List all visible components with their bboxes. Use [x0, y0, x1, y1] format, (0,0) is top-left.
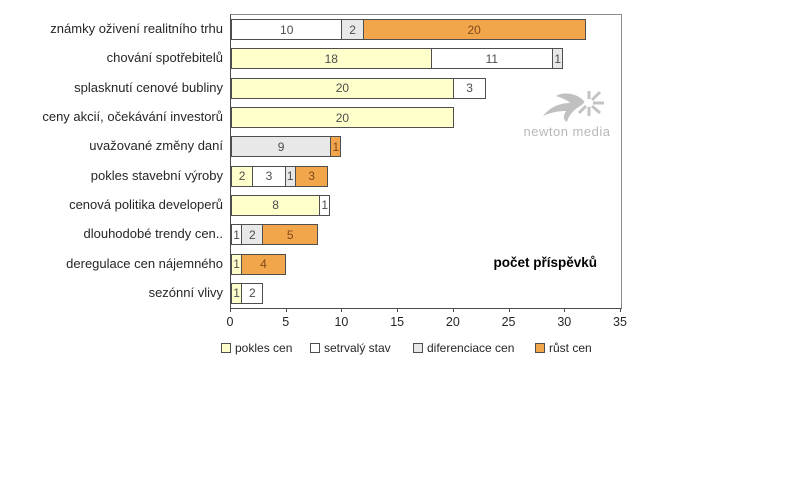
value-label: 1: [286, 169, 294, 184]
x-tick-label: 35: [613, 315, 627, 329]
x-tick-label: 10: [334, 315, 349, 329]
category-label: dlouhodobé trendy cen..: [83, 226, 224, 242]
bar-segment-setrvalý-stav: 1: [319, 194, 331, 216]
bar-segment-pokles-cen: 8: [231, 194, 321, 216]
bar-segment-pokles-cen: 20: [231, 107, 454, 129]
bar-segment-růst-cen: 5: [262, 224, 319, 246]
legend-swatch: [413, 343, 423, 353]
legend-label: setrvalý stav: [324, 341, 391, 355]
legend-item: růst cen: [535, 342, 592, 354]
legend-label: diferenciace cen: [427, 341, 515, 355]
bar-segment-diferenciace-cen: 9: [231, 136, 332, 158]
bar-segment-setrvalý-stav: 11: [430, 48, 554, 70]
x-tick: [341, 308, 343, 312]
category-label: sezónní vlivy: [148, 284, 223, 300]
bar-segment-růst-cen: 3: [294, 165, 329, 187]
x-tick: [508, 308, 510, 312]
bar-segment-růst-cen: 1: [330, 136, 342, 158]
value-label: 1: [554, 51, 562, 66]
value-label: 2: [248, 227, 256, 242]
x-tick-label: 5: [282, 315, 290, 329]
x-tick: [620, 308, 621, 312]
bar-segment-diferenciace-cen: 2: [241, 224, 264, 246]
legend-item: diferenciace cen: [413, 342, 514, 354]
bar-row: 20 3: [231, 77, 487, 99]
category-label: uvažované změny daní: [89, 138, 223, 154]
value-label: 2: [248, 286, 256, 301]
x-tick-label: 15: [390, 315, 405, 329]
x-tick-label: 20: [445, 315, 460, 329]
bar-segment-růst-cen: 4: [241, 253, 286, 275]
bar-segment-růst-cen: 20: [362, 19, 586, 41]
x-tick-label: 0: [226, 315, 234, 329]
value-label: 3: [308, 169, 315, 184]
value-label: 20: [335, 81, 350, 96]
watermark: newton media: [512, 86, 622, 139]
value-label: 3: [265, 169, 273, 184]
bar-row: 18 11 1: [231, 48, 564, 70]
value-label: 20: [467, 22, 481, 37]
value-label: 10: [280, 22, 294, 37]
category-label: deregulace cen nájemného: [66, 255, 223, 271]
bar-segment-setrvalý-stav: 10: [231, 19, 343, 41]
x-tick-label: 30: [557, 315, 572, 329]
value-label: 11: [485, 51, 499, 66]
x-tick: [230, 308, 231, 312]
bar-row: 20: [231, 107, 454, 129]
value-label: 18: [324, 51, 338, 66]
category-label: pokles stavební výroby: [90, 167, 223, 183]
value-label: 1: [233, 257, 240, 272]
bar-segment-pokles-cen: 20: [231, 77, 454, 99]
category-label: známky oživení realitního trhu: [50, 21, 223, 37]
legend-label: růst cen: [549, 341, 592, 355]
legend-label: pokles cen: [235, 341, 293, 355]
bar-segment-setrvalý-stav: 3: [452, 77, 487, 99]
value-label: 1: [321, 198, 329, 213]
value-label: 9: [277, 139, 285, 154]
bar-segment-diferenciace-cen: 1: [552, 48, 564, 70]
bar-segment-setrvalý-stav: 3: [252, 165, 286, 187]
legend-swatch: [221, 343, 231, 353]
bar-segment-pokles-cen: 2: [231, 165, 254, 187]
legend-item: pokles cen: [221, 342, 292, 354]
value-label: 3: [466, 81, 473, 96]
x-tick: [397, 308, 399, 312]
value-label: 2: [349, 22, 356, 37]
category-label: splasknutí cenové bubliny: [74, 79, 223, 95]
newton-media-logo-icon: [543, 90, 604, 122]
plot-area: 10 2 20 18 11 1 20 3 20 9 1 2 3 1 3 8 1 1 2 5 1 4 1 2: [230, 14, 622, 309]
value-label: 1: [233, 227, 240, 242]
watermark-text: newton media: [523, 124, 611, 139]
x-tick-label: 25: [501, 315, 516, 329]
x-tick: [285, 308, 287, 312]
bar-row: 10 2 20: [231, 19, 586, 41]
value-label: 2: [238, 169, 246, 184]
bar-segment-diferenciace-cen: 2: [341, 19, 364, 41]
value-label: 8: [272, 198, 279, 213]
legend-swatch: [535, 343, 545, 353]
x-tick: [564, 308, 566, 312]
value-label: 4: [260, 257, 267, 272]
category-label: cenová politika developerů: [69, 196, 223, 212]
bar-segment-setrvalý-stav: 2: [241, 282, 264, 304]
value-label: 20: [335, 110, 350, 125]
category-label: chování spotřebitelů: [106, 50, 223, 66]
legend-swatch: [310, 343, 320, 353]
legend-item: setrvalý stav: [310, 342, 391, 354]
value-label: 1: [332, 139, 340, 154]
x-axis-title: počet příspěvků: [493, 255, 597, 270]
category-label: ceny akcií, očekávání investorů: [42, 109, 223, 125]
value-label: 1: [233, 286, 240, 301]
value-label: 5: [286, 227, 294, 242]
x-tick: [452, 308, 454, 312]
bar-segment-pokles-cen: 18: [231, 48, 432, 70]
